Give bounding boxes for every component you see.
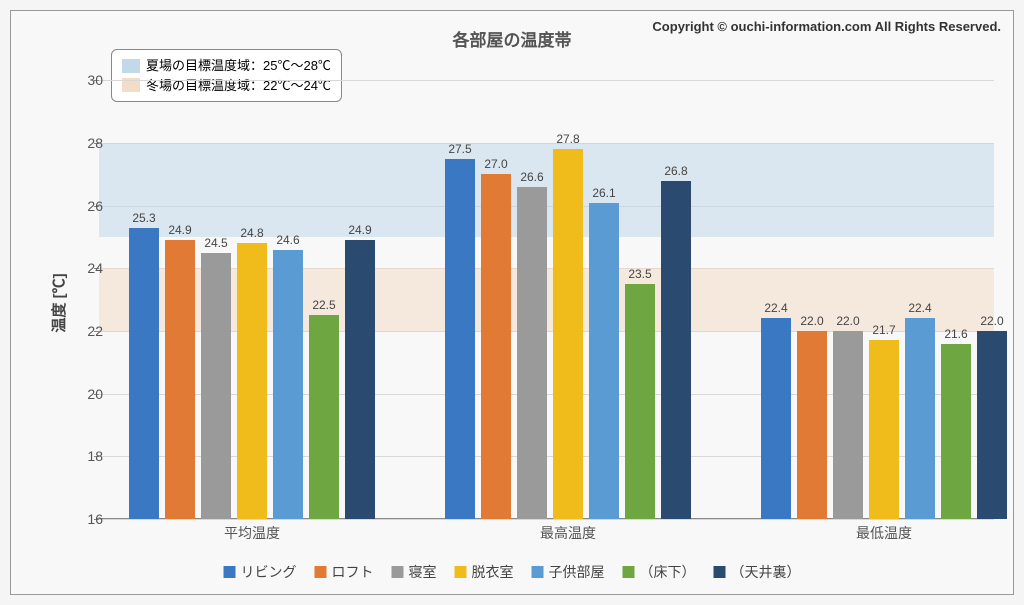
legend-item: （床下） [623,562,696,582]
category-label: 最高温度 [540,523,596,543]
bar: 25.3 [129,228,159,519]
y-tick-label: 18 [87,448,103,464]
bar: 27.0 [481,174,511,519]
bar: 24.6 [273,250,303,519]
legend-swatch [623,566,635,578]
legend-label: 寝室 [409,562,437,582]
category-label: 平均温度 [224,523,280,543]
bar-value-label: 21.6 [944,327,967,341]
bar: 22.4 [761,318,791,519]
legend-label: ロフト [332,562,374,582]
bar-value-label: 22.4 [764,301,787,315]
grid-line [99,519,994,520]
legend-item: 子供部屋 [532,562,605,582]
y-tick-label: 16 [87,511,103,527]
bar-value-label: 24.6 [276,233,299,247]
legend-swatch [315,566,327,578]
legend-swatch [455,566,467,578]
bar: 22.0 [977,331,1007,519]
legend-item: （天井裏） [714,562,801,582]
bar-value-label: 24.9 [348,223,371,237]
bar: 22.0 [833,331,863,519]
bar-value-label: 27.5 [448,142,471,156]
legend-label: 脱衣室 [472,562,514,582]
bar: 21.7 [869,340,899,519]
bar: 21.6 [941,344,971,519]
bar: 22.4 [905,318,935,519]
legend-swatch [224,566,236,578]
bar-value-label: 24.9 [168,223,191,237]
y-tick-label: 28 [87,135,103,151]
chart-title: 各部屋の温度帯 [453,26,572,51]
bar-value-label: 24.5 [204,236,227,250]
legend-label: リビング [241,562,297,582]
plot-area: 25.324.924.524.824.622.524.927.527.026.6… [99,49,994,519]
legend-item: 寝室 [392,562,437,582]
bar-value-label: 26.1 [592,186,615,200]
bar-value-label: 23.5 [628,267,651,281]
y-tick-label: 24 [87,260,103,276]
y-tick-label: 26 [87,198,103,214]
y-axis-label: 温度 [℃] [48,273,69,332]
bar: 26.8 [661,181,691,519]
legend-label: 子供部屋 [549,562,605,582]
category-label: 最低温度 [856,523,912,543]
legend-swatch [714,566,726,578]
bar: 22.5 [309,315,339,519]
bar-value-label: 27.8 [556,132,579,146]
bar: 24.5 [201,253,231,519]
bar-value-label: 27.0 [484,157,507,171]
bar: 27.5 [445,159,475,519]
bar: 26.6 [517,187,547,519]
bar-value-label: 22.4 [908,301,931,315]
bar: 27.8 [553,149,583,519]
bar: 26.1 [589,203,619,519]
bar-value-label: 22.0 [800,314,823,328]
bar-value-label: 25.3 [132,211,155,225]
bar-value-label: 22.5 [312,298,335,312]
bar-value-label: 22.0 [836,314,859,328]
y-tick-label: 30 [87,72,103,88]
bar: 24.9 [345,240,375,519]
bar: 22.0 [797,331,827,519]
legend-item: ロフト [315,562,374,582]
bar: 24.9 [165,240,195,519]
y-tick-label: 22 [87,323,103,339]
bar-value-label: 22.0 [980,314,1003,328]
legend-label: （床下） [640,562,696,582]
bar-value-label: 26.8 [664,164,687,178]
copyright-text: Copyright © ouchi-information.com All Ri… [652,19,1001,34]
bar-value-label: 24.8 [240,226,263,240]
y-tick-label: 20 [87,386,103,402]
chart-container: Copyright © ouchi-information.com All Ri… [10,10,1014,595]
bar: 24.8 [237,243,267,519]
bar-value-label: 26.6 [520,170,543,184]
legend-swatch [532,566,544,578]
bars-layer: 25.324.924.524.824.622.524.927.527.026.6… [99,49,994,519]
legend-item: 脱衣室 [455,562,514,582]
legend-item: リビング [224,562,297,582]
legend-swatch [392,566,404,578]
series-legend: リビング ロフト 寝室 脱衣室 子供部屋 （床下） （天井裏） [224,562,801,582]
bar: 23.5 [625,284,655,519]
legend-label: （天井裏） [731,562,801,582]
bar-value-label: 21.7 [872,323,895,337]
